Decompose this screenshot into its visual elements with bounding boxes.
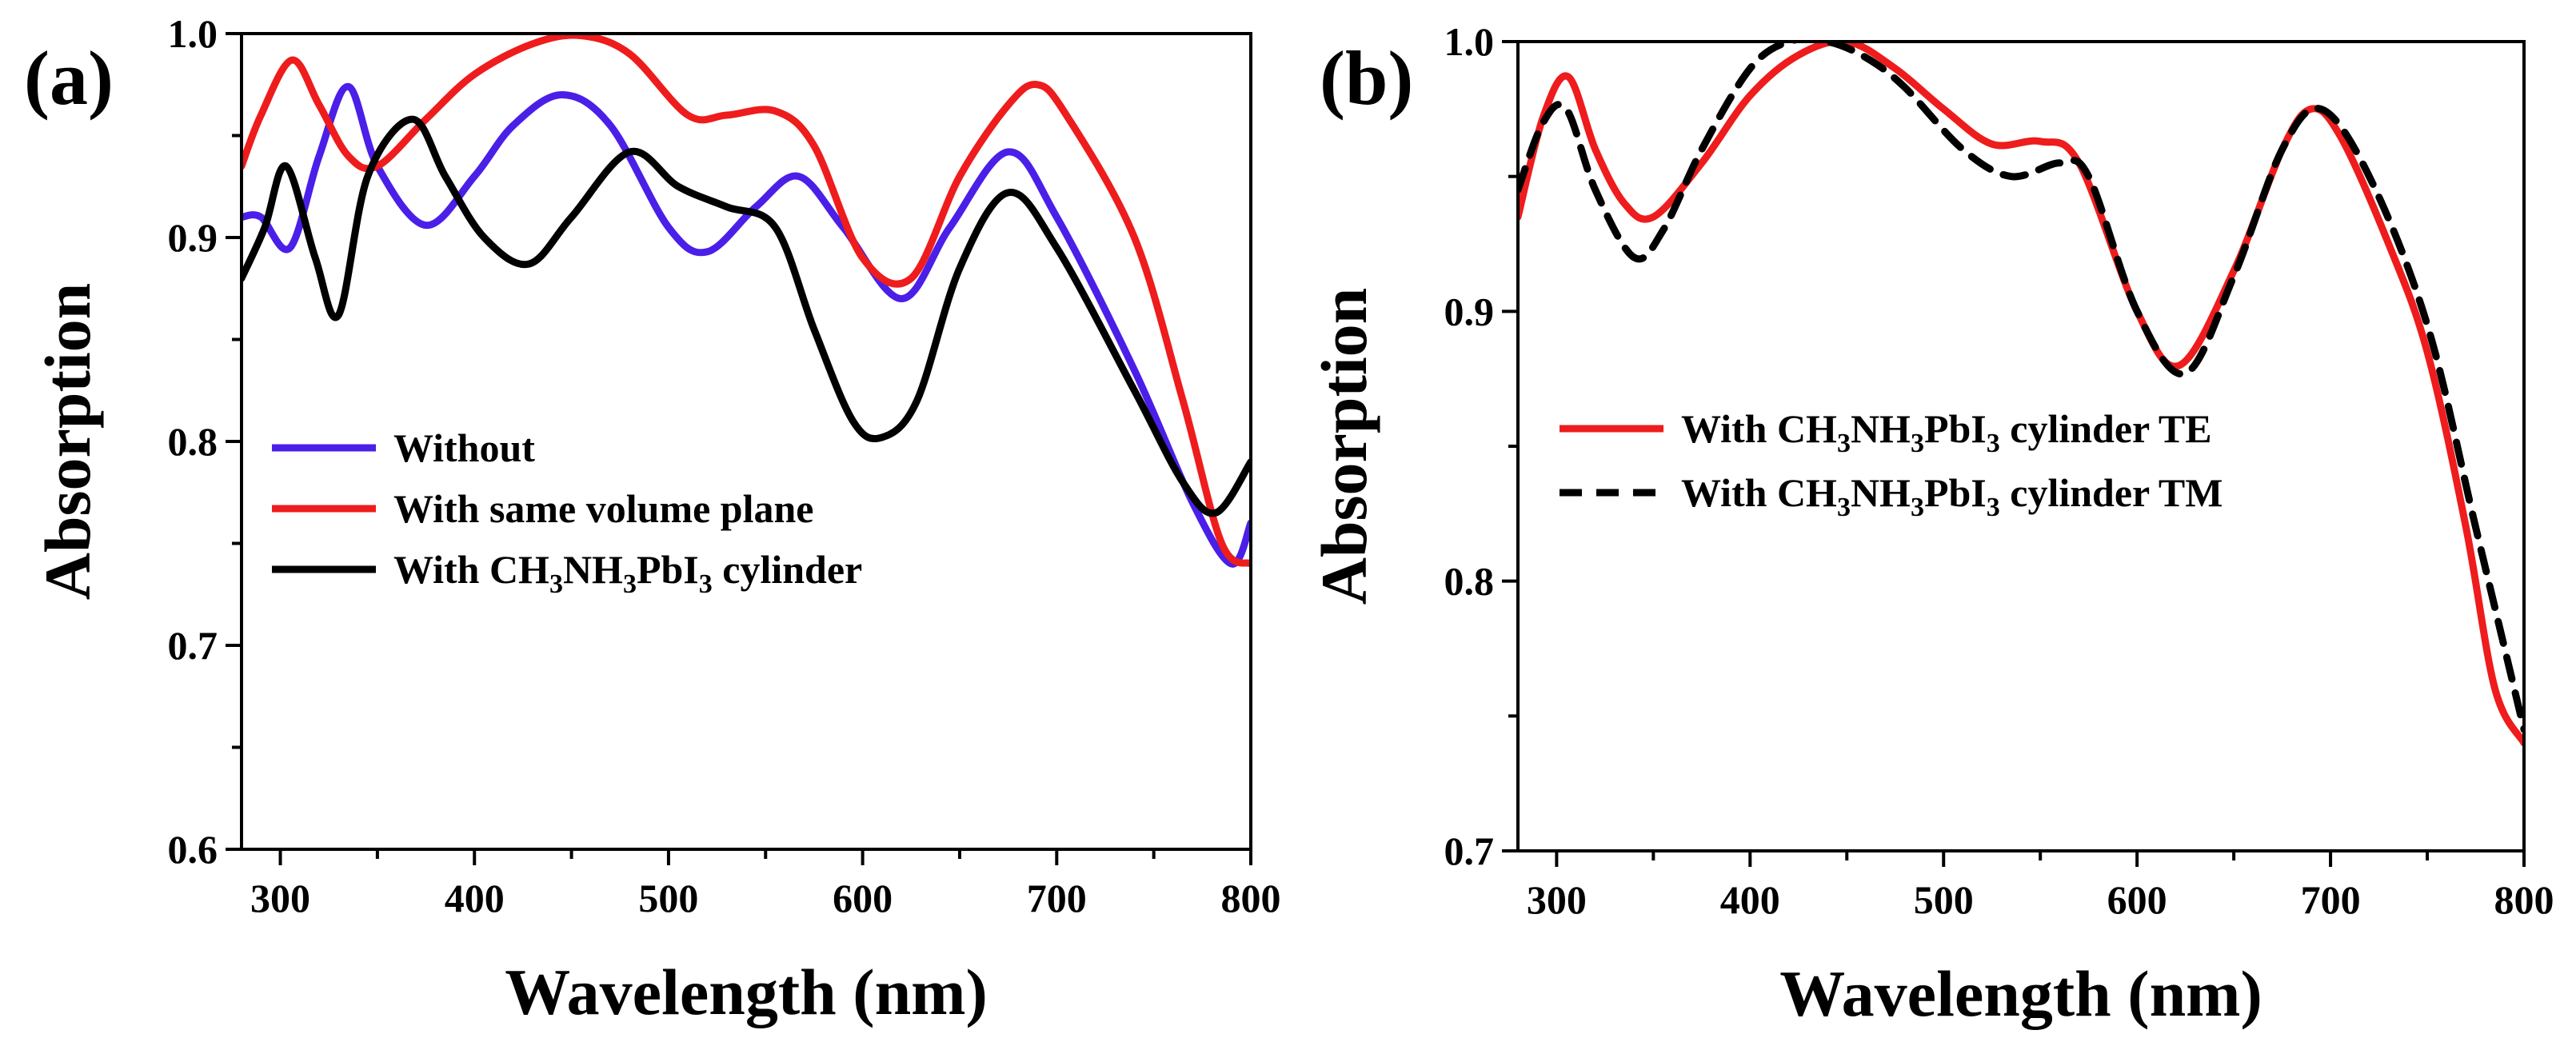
panel-a-xtick-label-2: 500 [638, 876, 698, 920]
panel-b-legend-label-1: With CH3NH3PbI3 cylinder TM [1681, 470, 2223, 522]
panel-b-label: (b) [1320, 35, 1413, 121]
panel-a-legend-label-2: With CH3NH3PbI3 cylinder [393, 547, 862, 599]
panel-a-ytick-label-3: 0.9 [168, 215, 218, 260]
panel-a-legend-label-1: With same volume plane [393, 486, 814, 531]
panel-a-series-1-line [242, 34, 1251, 568]
panel-b-ylabel: Absorption [1308, 288, 1380, 605]
panel-a-legend: Without With same volume plane With CH3NH3… [272, 425, 862, 599]
panel-b-series-0-line [1518, 42, 2524, 747]
panel-b-xtick-label-4: 700 [2301, 877, 2361, 922]
panel-b-xlabel: Wavelength (nm) [1779, 957, 2262, 1030]
panel-a-xtick-label-3: 600 [833, 876, 893, 920]
panel-a-ticks: 300 400 500 600 700 800 0.6 0.7 0.8 0.9 1.0 [168, 11, 1281, 920]
panel-b-legend: With CH3NH3PbI3 cylinder TE With CH3NH3Pb… [1560, 406, 2223, 522]
panel-b-xtick-label-2: 500 [1914, 877, 1974, 922]
panel-a-xtick-label-5: 800 [1221, 876, 1281, 920]
panel-a-label: (a) [24, 35, 114, 121]
panel-b-ytick-label-3: 1.0 [1444, 19, 1495, 64]
panel-b-ytick-label-2: 0.9 [1444, 289, 1495, 333]
panel-b-xtick-label-1: 400 [1720, 877, 1780, 922]
panel-a-series-0-line [242, 82, 1251, 568]
panel-a-legend-label-0: Without [393, 425, 535, 470]
panel-a-ytick-label-1: 0.7 [168, 623, 218, 668]
panel-b-series-1-line [1518, 42, 2524, 733]
panel-a-ytick-label-4: 1.0 [168, 11, 218, 56]
panel-a-ylabel: Absorption [31, 283, 104, 600]
panel-a-xtick-label-0: 300 [250, 876, 310, 920]
panel-b-xtick-label-3: 600 [2107, 877, 2167, 922]
panel-a-xtick-label-4: 700 [1027, 876, 1087, 920]
panel-a-xlabel: Wavelength (nm) [505, 956, 988, 1028]
panel-b-ticks: 300 400 500 600 700 800 0.7 0.8 0.9 1.0 [1444, 19, 2554, 922]
panel-b-series [1518, 42, 2524, 747]
panel-b-xtick-label-0: 300 [1527, 877, 1587, 922]
panel-a-ytick-label-2: 0.8 [168, 419, 218, 464]
panel-a-series [242, 34, 1251, 568]
panel-a-xtick-label-1: 400 [445, 876, 505, 920]
panel-b-legend-label-0: With CH3NH3PbI3 cylinder TE [1681, 406, 2212, 458]
panel-b-xtick-label-5: 800 [2494, 877, 2554, 922]
panel-a-ytick-label-0: 0.6 [168, 827, 218, 872]
panel-a-series-2-line [242, 115, 1251, 517]
panel-b-ytick-label-1: 0.8 [1444, 559, 1495, 604]
panel-b-ytick-label-0: 0.7 [1444, 828, 1495, 873]
panel-b: (b) 300 400 500 600 700 800 0.7 0.8 0.9 1.0 Wavel… [1308, 19, 2554, 1030]
panel-a: (a) 300 400 500 600 700 800 0.6 0.7 0.8 0.9 1.0 Wa… [24, 11, 1281, 1028]
